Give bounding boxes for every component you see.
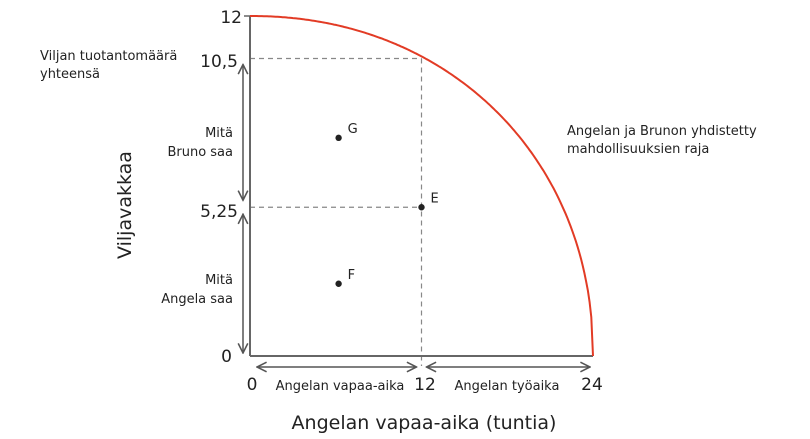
y-axis-title: Viljavakkaa — [114, 151, 136, 259]
bruno-label-line1: Mitä — [205, 126, 233, 141]
x-tick-label-0: 0 — [247, 375, 258, 395]
point-label-F: F — [348, 268, 355, 283]
point-G — [335, 134, 342, 142]
point-label-G: G — [348, 122, 358, 137]
angela-label-line2: Angela saa — [161, 292, 233, 307]
point-E — [418, 204, 425, 211]
point-F — [335, 280, 342, 287]
total-label-line2: yhteensä — [40, 67, 100, 82]
x-tick-label-12: 12 — [414, 375, 436, 395]
x-axis-title: Angelan vapaa-aika (tuntia) — [292, 412, 557, 434]
frontier-label-line2: mahdollisuuksien raja — [567, 142, 709, 157]
frontier-label-line1: Angelan ja Brunon yhdistetty — [567, 124, 757, 139]
bruno-label-line2: Bruno saa — [167, 145, 233, 160]
leisure-span-label: Angelan vapaa-aika — [276, 379, 405, 394]
work-span-label: Angelan työaika — [455, 379, 560, 394]
angela-label-line1: Mitä — [205, 273, 233, 288]
y-tick-label-5-25: 5,25 — [200, 202, 238, 222]
point-label-E: E — [431, 191, 439, 206]
production-frontier-curve — [250, 15, 594, 357]
x-tick-label-24: 24 — [581, 375, 603, 395]
y-tick-label-12: 12 — [220, 8, 242, 28]
total-label-line1: Viljan tuotantomäärä — [40, 49, 177, 64]
y-tick-label-10-5: 10,5 — [200, 52, 238, 72]
y-tick-label-0: 0 — [221, 347, 232, 367]
